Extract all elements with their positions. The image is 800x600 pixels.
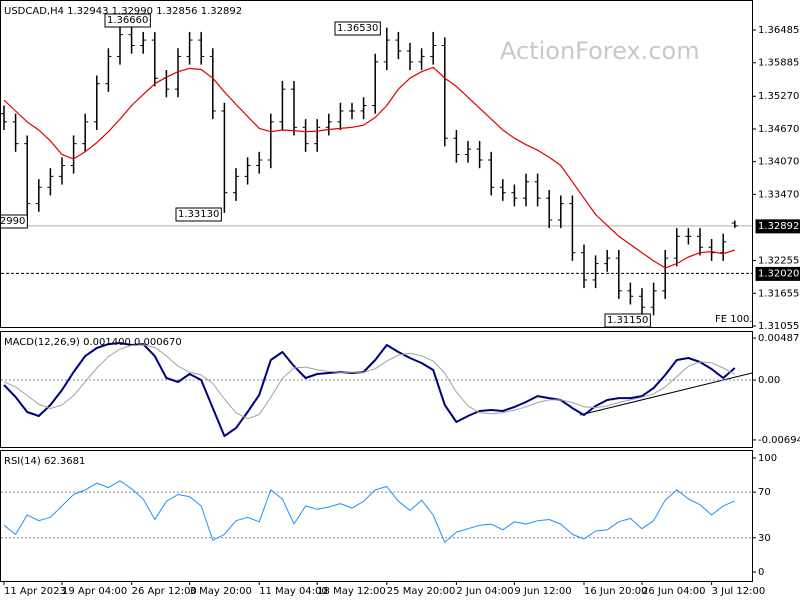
y-tick-label: 1.34670 bbox=[758, 124, 799, 135]
x-tick-label: 26 Apr 12:00 bbox=[132, 586, 197, 597]
x-tick-label: 11 May 04:00 bbox=[259, 586, 328, 597]
annotation-box bbox=[175, 207, 222, 222]
series-line bbox=[3, 342, 736, 437]
pane-title: RSI(14) 62.3681 bbox=[4, 456, 85, 467]
y-tick-label: 0.00 bbox=[758, 375, 780, 386]
y-tick-label: 1.31055 bbox=[758, 321, 799, 332]
moving-average bbox=[3, 66, 735, 269]
pane-title: MACD(12,26,9) 0.001400 0.000670 bbox=[4, 337, 182, 348]
series-line bbox=[3, 344, 736, 420]
y-tick-label: 0.00487 bbox=[758, 333, 799, 344]
x-tick-label: 16 Jun 20:00 bbox=[584, 586, 648, 597]
x-tick-label: 25 May 20:00 bbox=[387, 586, 456, 597]
x-tick-label: 26 Jun 04:00 bbox=[642, 586, 706, 597]
annotation-box bbox=[334, 21, 381, 36]
support-label: 1.32020 bbox=[758, 268, 799, 279]
annotation-box bbox=[604, 313, 651, 327]
annotation-box bbox=[104, 13, 151, 28]
pane-content bbox=[1, 342, 752, 437]
annotation: 1.31150 bbox=[607, 315, 648, 326]
y-tick-label: 1.34070 bbox=[758, 157, 799, 168]
x-tick-label: 11 Apr 2023 bbox=[4, 586, 66, 597]
x-tick-label: 3 Jul 12:00 bbox=[712, 586, 766, 597]
y-tick-label: 1.32255 bbox=[758, 256, 799, 267]
y-tick-label: 1.35885 bbox=[758, 58, 799, 69]
x-tick-label: 18 May 12:00 bbox=[317, 586, 386, 597]
pane-title: USDCAD,H4 1.32943 1.32990 1.32856 1.3289… bbox=[4, 6, 242, 17]
trend-line bbox=[579, 372, 753, 416]
annotation-box bbox=[1, 214, 28, 229]
rsi-pane bbox=[0, 450, 753, 582]
y-tick-label: 100 bbox=[758, 453, 777, 464]
macd-pane bbox=[0, 331, 753, 448]
y-tick-label: 1.31655 bbox=[758, 288, 799, 299]
y-tick-label: 1.36485 bbox=[758, 25, 799, 36]
label-box bbox=[755, 219, 800, 234]
series-line bbox=[3, 480, 735, 543]
annotation: 1.33130 bbox=[178, 209, 219, 220]
pane-content: 1.36660 1.36530 1.33130 1.32990 1.31150 FE 10… bbox=[0, 13, 759, 327]
label-box bbox=[755, 266, 800, 281]
y-tick-label: 1.33470 bbox=[758, 189, 799, 200]
x-tick-label: 9 Jun 12:00 bbox=[514, 586, 571, 597]
annotation: FE 100.0 bbox=[715, 314, 759, 325]
annotation: 1.36530 bbox=[337, 23, 378, 34]
x-tick-label: 19 Apr 04:00 bbox=[62, 586, 127, 597]
y-tick-label: 30 bbox=[758, 533, 771, 544]
current-price-label: 1.32892 bbox=[758, 221, 799, 232]
y-tick-label: -0.006945 bbox=[758, 435, 800, 446]
y-tick-label: 1.35270 bbox=[758, 91, 799, 102]
y-tick-label: 0 bbox=[758, 567, 764, 578]
price-pane bbox=[0, 0, 753, 328]
watermark: ActionForex.com bbox=[500, 37, 700, 65]
annotation: 1.32990 bbox=[0, 216, 25, 227]
x-tick-label: 3 May 20:00 bbox=[190, 586, 252, 597]
pane-content bbox=[1, 480, 752, 543]
annotation: 1.36660 bbox=[107, 15, 148, 26]
y-tick-label: 70 bbox=[758, 487, 771, 498]
x-tick-label: 2 Jun 04:00 bbox=[456, 586, 513, 597]
